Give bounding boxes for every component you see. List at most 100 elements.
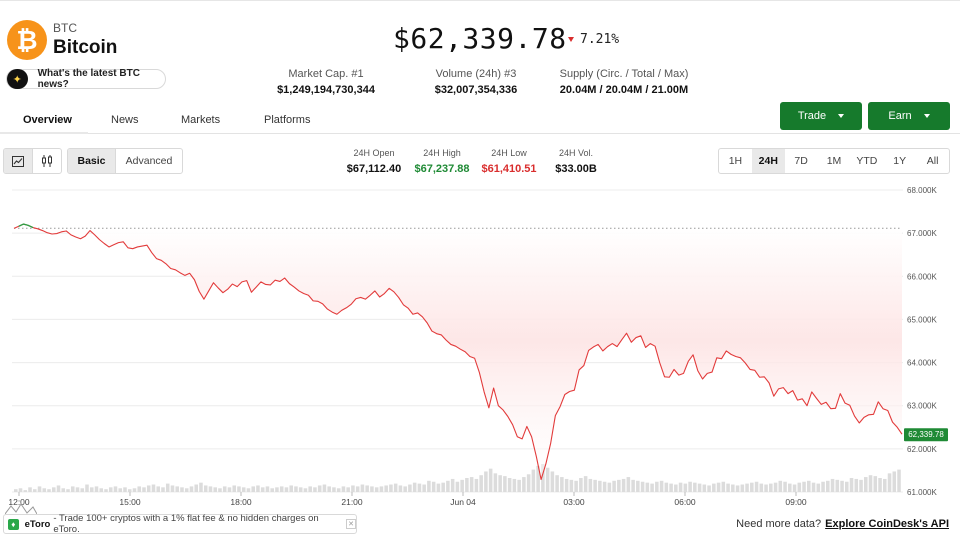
coin-ticker: BTC (53, 21, 77, 35)
candlestick-icon[interactable] (33, 149, 61, 173)
volume-bar (716, 482, 721, 492)
volume-bar (294, 486, 298, 492)
range-7d-button[interactable]: 7D (794, 155, 808, 167)
volume-bar (693, 482, 697, 492)
volume-bar (507, 478, 512, 492)
volume-bar (99, 488, 104, 492)
volume-bar (892, 471, 897, 492)
volume-bar (550, 471, 555, 492)
volume-bar (398, 485, 403, 492)
volume-bar (256, 485, 260, 492)
current-price: $62,339.78 (393, 22, 567, 55)
volume-bar (802, 481, 806, 492)
stat-label: Market Cap. #1 (288, 68, 364, 80)
volume-bar (636, 480, 640, 492)
volume-bar (203, 485, 208, 492)
volume-bar (137, 486, 142, 492)
volume-bar (683, 483, 688, 492)
volume-bar (151, 484, 156, 492)
volume-bar (61, 488, 66, 492)
volume-bar (474, 478, 479, 492)
volume-bar (422, 484, 426, 492)
volume-bar (721, 481, 726, 492)
last-price-tag (904, 428, 948, 442)
volume-bar (517, 479, 521, 492)
volume-bar (18, 488, 23, 492)
tab-markets[interactable]: Markets (181, 114, 221, 126)
volume-bar (218, 488, 222, 492)
stat-label: Volume (24h) #3 (435, 68, 517, 80)
volume-bar (384, 485, 388, 492)
volume-bar (194, 484, 198, 492)
volume-bar (750, 482, 754, 492)
etoro-ad-banner[interactable]: ♦ eToro - Trade 100+ cryptos with a 1% f… (3, 513, 357, 535)
volume-bar (735, 485, 740, 492)
stat-value: $1,249,194,730,344 (277, 84, 375, 96)
range-1m-button[interactable]: 1M (826, 155, 842, 167)
volume-bar (560, 477, 564, 492)
volume-bar (678, 482, 683, 492)
x-tick-label: 03:00 (563, 497, 585, 507)
mode-advanced-button[interactable]: Advanced (125, 155, 173, 167)
mode-basic-button[interactable]: Basic (68, 149, 116, 173)
volume-bar (645, 482, 650, 492)
volume-bar (47, 489, 51, 492)
volume-bar (446, 480, 450, 492)
chevron-down-icon (838, 114, 845, 118)
earn-label: Earn (888, 110, 912, 122)
volume-bar (427, 480, 431, 492)
tab-overview[interactable]: Overview (23, 114, 72, 126)
volume-bar (583, 476, 588, 492)
volume-bar (631, 479, 635, 492)
volume-bar (66, 489, 70, 492)
x-tick-label: 15:00 (119, 497, 141, 507)
volume-bar (146, 485, 151, 492)
stat-value: 20.04M / 20.04M / 21.00M (559, 84, 689, 96)
volume-bar (289, 485, 293, 492)
range-1y-button[interactable]: 1Y (893, 155, 907, 167)
volume-bar (864, 477, 868, 492)
tab-news[interactable]: News (111, 114, 139, 126)
volume-bar (854, 478, 859, 492)
chart-mode-toggle: Basic Advanced (67, 148, 183, 174)
volume-bar (199, 482, 203, 492)
volume-bar (275, 487, 279, 492)
volume-bar (526, 474, 531, 492)
coin-name: Bitcoin (53, 37, 118, 58)
volume-bar (313, 487, 317, 492)
volume-bar (118, 488, 123, 492)
volume-bar (849, 478, 854, 492)
volume-bar (14, 489, 18, 492)
range-24h-button[interactable]: 24H (751, 149, 785, 173)
ad-text: - Trade 100+ cryptos with a 1% flat fee … (53, 513, 319, 535)
volume-bar (161, 487, 165, 492)
ohlc-value: $33.00B (555, 163, 597, 175)
range-1h-button[interactable]: 1H (728, 155, 743, 167)
volume-bar (883, 478, 887, 492)
trade-button[interactable]: Trade (780, 102, 862, 130)
volume-bar (783, 481, 787, 492)
down-arrow-icon (568, 37, 574, 42)
volume-bar (132, 488, 137, 492)
latest-news-button[interactable]: ✦ What's the latest BTC news? (6, 68, 166, 90)
volume-bar (175, 486, 180, 492)
close-icon[interactable]: ✕ (346, 519, 356, 529)
tab-platforms[interactable]: Platforms (264, 114, 311, 126)
volume-bar (317, 485, 322, 492)
volume-bar (845, 481, 849, 492)
range-ytd-button[interactable]: YTD (856, 155, 878, 167)
explore-api-link[interactable]: Explore CoinDesk's API (825, 518, 949, 530)
price-change-value: 7.21% (580, 32, 620, 47)
volume-bar (85, 484, 89, 492)
stat-value: $32,007,354,336 (434, 84, 518, 96)
y-tick-label: 62.000K (907, 445, 937, 454)
range-all-button[interactable]: All (926, 155, 939, 167)
volume-bar (170, 485, 175, 492)
volume-bar (408, 484, 412, 492)
area-chart-icon[interactable] (4, 149, 33, 173)
volume-bar (493, 473, 498, 492)
price-chart[interactable]: 68.000K 67.000K 66.000K 65.000K 64.000K 63.00… (0, 180, 960, 512)
volume-bar (436, 483, 441, 492)
earn-button[interactable]: Earn (868, 102, 950, 130)
trade-label: Trade (797, 110, 827, 122)
